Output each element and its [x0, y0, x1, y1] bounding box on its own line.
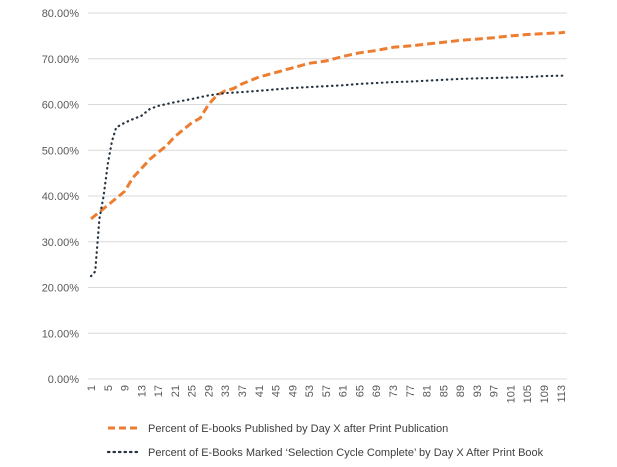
x-tick-label: 105: [522, 385, 534, 403]
legend-label-published: Percent of E-books Published by Day X af…: [148, 423, 448, 435]
series-line-selection-complete: [89, 74, 567, 278]
x-tick-label: 49: [287, 385, 299, 397]
x-tick-label: 21: [170, 385, 182, 397]
x-tick-label: 97: [489, 385, 501, 397]
x-tick-label: 85: [438, 385, 450, 397]
x-tick-label: 13: [136, 385, 148, 397]
y-tick-label: 10.00%: [42, 328, 80, 340]
x-tick-label: 101: [505, 385, 517, 403]
series-lines: [89, 30, 567, 278]
y-axis-tick-labels: 0.00% 10.00% 20.00% 30.00% 40.00% 50.00% 60.00…: [42, 8, 80, 386]
x-tick-label: 89: [455, 385, 467, 397]
series-line-published: [90, 30, 566, 221]
x-tick-label: 29: [203, 385, 215, 397]
x-tick-label: 17: [153, 385, 165, 397]
x-tick-label: 81: [422, 385, 434, 397]
y-tick-label: 40.00%: [42, 191, 80, 203]
y-tick-label: 80.00%: [42, 8, 80, 20]
x-axis-tick-labels: 1 5 9 13 17 21 25 29 33 37 41 45 49 53 57 61 65 69 73 77 81 8…: [86, 385, 568, 403]
x-tick-label: 73: [388, 385, 400, 397]
legend: Percent of E-books Published by Day X af…: [106, 423, 544, 459]
y-tick-label: 70.00%: [42, 54, 80, 66]
x-tick-label: 41: [254, 385, 266, 397]
x-tick-label: 61: [338, 385, 350, 397]
x-tick-label: 57: [321, 385, 333, 397]
x-tick-label: 45: [271, 385, 283, 397]
y-tick-label: 20.00%: [42, 283, 80, 295]
x-tick-label: 37: [237, 385, 249, 397]
y-tick-label: 50.00%: [42, 145, 80, 157]
x-tick-label: 9: [120, 385, 132, 391]
y-tick-label: 60.00%: [42, 100, 80, 112]
x-tick-label: 77: [405, 385, 417, 397]
y-tick-label: 0.00%: [48, 374, 79, 386]
legend-label-selection: Percent of E-Books Marked ‘Selection Cyc…: [148, 447, 544, 459]
x-tick-label: 25: [187, 385, 199, 397]
x-tick-label: 69: [371, 385, 383, 397]
x-tick-label: 1: [86, 385, 98, 391]
x-tick-label: 5: [103, 385, 115, 391]
x-tick-label: 53: [304, 385, 316, 397]
y-tick-label: 30.00%: [42, 237, 80, 249]
gridlines: [88, 12, 567, 380]
x-tick-label: 113: [556, 385, 568, 403]
x-tick-label: 65: [354, 385, 366, 397]
x-tick-label: 33: [220, 385, 232, 397]
x-tick-label: 93: [472, 385, 484, 397]
x-tick-label: 109: [539, 385, 551, 403]
